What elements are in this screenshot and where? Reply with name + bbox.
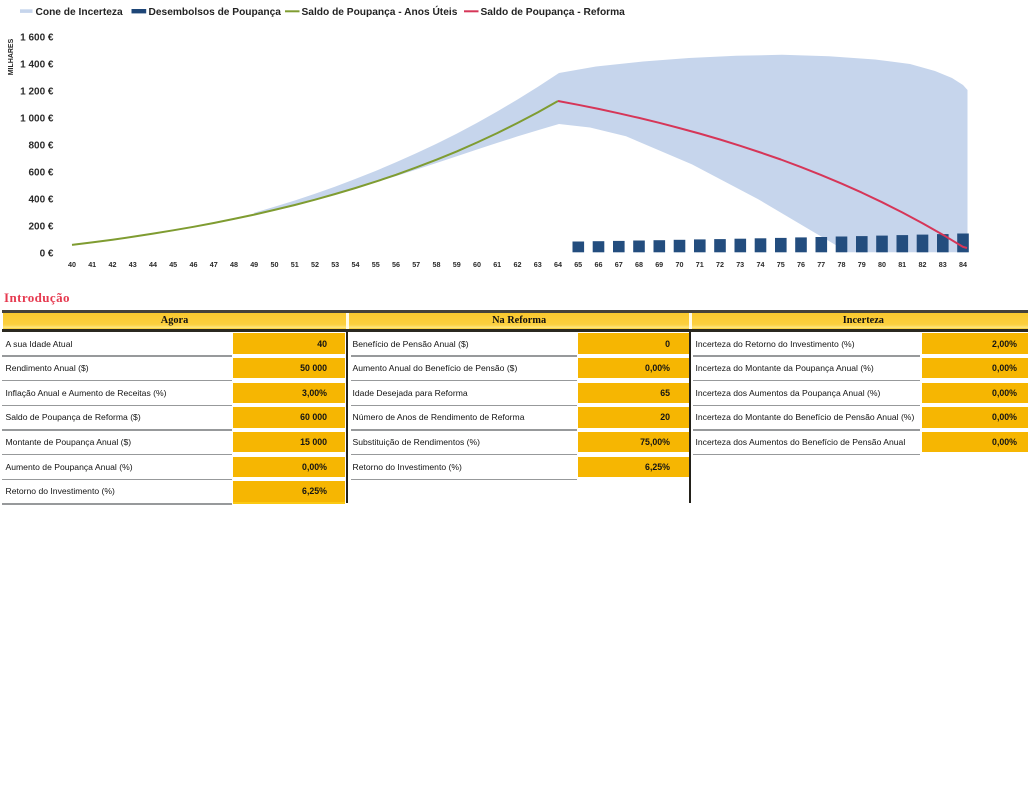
svg-text:600 €: 600 € xyxy=(28,167,53,178)
svg-text:44: 44 xyxy=(149,260,157,269)
svg-text:83: 83 xyxy=(939,260,947,269)
svg-text:54: 54 xyxy=(352,260,360,269)
svg-text:58: 58 xyxy=(433,260,441,269)
svg-text:50: 50 xyxy=(271,260,279,269)
svg-text:59: 59 xyxy=(453,260,461,269)
svg-text:42: 42 xyxy=(109,260,117,269)
svg-text:60: 60 xyxy=(473,260,481,269)
svg-text:62: 62 xyxy=(514,260,522,269)
svg-text:73: 73 xyxy=(736,260,744,269)
svg-text:81: 81 xyxy=(898,260,906,269)
svg-text:63: 63 xyxy=(534,260,542,269)
svg-text:78: 78 xyxy=(838,260,846,269)
svg-text:400 €: 400 € xyxy=(28,194,53,205)
svg-text:71: 71 xyxy=(696,260,704,269)
svg-text:Cone de Incerteza: Cone de Incerteza xyxy=(36,7,124,18)
svg-text:55: 55 xyxy=(372,260,380,269)
svg-text:800 €: 800 € xyxy=(28,140,53,151)
svg-text:72: 72 xyxy=(716,260,724,269)
svg-text:Saldo de Poupança - Anos Úteis: Saldo de Poupança - Anos Úteis xyxy=(302,5,458,18)
svg-text:1 200 €: 1 200 € xyxy=(20,86,54,97)
svg-text:67: 67 xyxy=(615,260,623,269)
svg-text:61: 61 xyxy=(493,260,501,269)
svg-text:0 €: 0 € xyxy=(40,248,54,259)
svg-text:56: 56 xyxy=(392,260,400,269)
svg-text:41: 41 xyxy=(88,260,96,269)
svg-text:79: 79 xyxy=(858,260,866,269)
svg-text:49: 49 xyxy=(250,260,258,269)
svg-text:MILHARES: MILHARES xyxy=(8,38,15,75)
svg-text:68: 68 xyxy=(635,260,643,269)
svg-text:53: 53 xyxy=(331,260,339,269)
svg-text:80: 80 xyxy=(878,260,886,269)
svg-text:Desembolsos de Poupança: Desembolsos de Poupança xyxy=(149,7,282,18)
svg-text:82: 82 xyxy=(919,260,927,269)
svg-text:84: 84 xyxy=(959,260,967,269)
svg-text:57: 57 xyxy=(412,260,420,269)
svg-text:45: 45 xyxy=(169,260,177,269)
svg-text:77: 77 xyxy=(817,260,825,269)
svg-text:Saldo de Poupança - Reforma: Saldo de Poupança - Reforma xyxy=(481,7,626,18)
svg-text:64: 64 xyxy=(554,260,562,269)
svg-text:1 600 €: 1 600 € xyxy=(20,32,54,43)
svg-text:65: 65 xyxy=(574,260,582,269)
svg-text:40: 40 xyxy=(68,260,76,269)
svg-text:76: 76 xyxy=(797,260,805,269)
svg-text:1 400 €: 1 400 € xyxy=(20,59,54,70)
svg-text:74: 74 xyxy=(757,260,765,269)
svg-text:51: 51 xyxy=(291,260,299,269)
svg-text:69: 69 xyxy=(655,260,663,269)
svg-text:46: 46 xyxy=(190,260,198,269)
svg-text:1 000 €: 1 000 € xyxy=(20,113,54,124)
svg-text:52: 52 xyxy=(311,260,319,269)
svg-text:66: 66 xyxy=(595,260,603,269)
svg-text:75: 75 xyxy=(777,260,785,269)
svg-text:70: 70 xyxy=(676,260,684,269)
svg-text:43: 43 xyxy=(129,260,137,269)
svg-text:47: 47 xyxy=(210,260,218,269)
svg-text:200 €: 200 € xyxy=(28,221,53,232)
svg-text:48: 48 xyxy=(230,260,238,269)
